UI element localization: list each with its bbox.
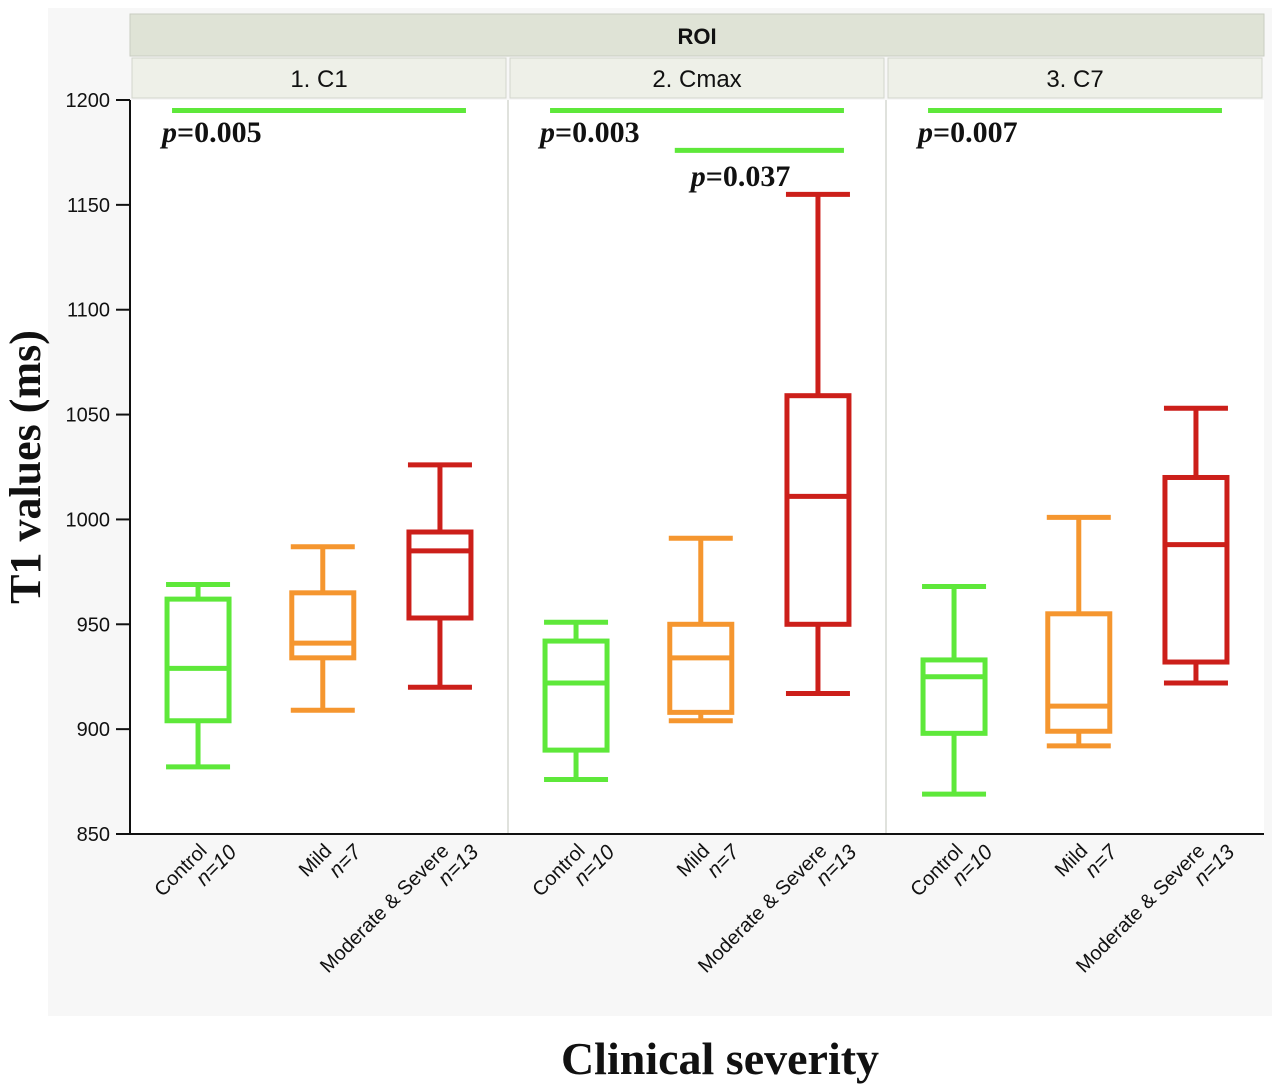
p-value: =0.007 [933, 116, 1018, 149]
box-iqr [784, 393, 852, 627]
box-iqr [289, 590, 357, 661]
box-moderate-severe [406, 462, 474, 690]
box-iqr [406, 529, 474, 621]
x-axis-title: Clinical severity [561, 1033, 879, 1084]
y-tick-label: 1050 [66, 405, 111, 427]
y-tick-label: 1100 [67, 300, 110, 322]
p-symbol: p [537, 116, 555, 149]
p-symbol: p [915, 116, 933, 149]
y-tick-label: 850 [77, 824, 110, 846]
y-tick-label: 1200 [66, 90, 111, 112]
y-tick-label: 1000 [66, 509, 111, 531]
box-control [542, 619, 610, 782]
facet-header-strip [129, 13, 1265, 57]
box-iqr [1162, 474, 1230, 665]
box-moderate-severe [784, 191, 852, 696]
p-value-label: p=0.037 [688, 160, 791, 193]
p-symbol: p [159, 116, 177, 149]
box-moderate-severe [1162, 405, 1230, 686]
box-mild [667, 535, 735, 724]
box-iqr [667, 621, 735, 715]
panel-title-strip [887, 57, 1263, 99]
facet-header-label: ROI [677, 24, 716, 49]
panel-title: 2. Cmax [652, 66, 741, 93]
y-tick-label: 950 [77, 614, 110, 636]
box-mild [289, 544, 357, 713]
p-value: =0.003 [555, 116, 640, 149]
box-iqr [164, 596, 232, 724]
panel-title-strip [509, 57, 885, 99]
box-control [920, 584, 988, 797]
p-value-label: p=0.005 [159, 116, 262, 149]
box-control [164, 581, 232, 770]
p-value: =0.005 [177, 116, 262, 149]
box-iqr [1045, 611, 1113, 734]
box-mild [1045, 514, 1113, 749]
y-tick-label: 1150 [67, 195, 110, 217]
p-value: =0.037 [706, 160, 791, 193]
p-value-label: p=0.003 [537, 116, 640, 149]
panel-title: 1. C1 [290, 66, 347, 93]
y-axis-title: T1 values (ms) [1, 330, 50, 604]
y-axis: 850 900 950 1000 1050 1100 1150 1200 [66, 90, 1264, 846]
y-tick-label: 900 [77, 719, 110, 741]
box-iqr [542, 638, 610, 753]
p-symbol: p [688, 160, 706, 193]
panel-title-strip [131, 57, 507, 99]
p-value-label: p=0.007 [915, 116, 1018, 149]
panel-title: 3. C7 [1046, 66, 1103, 93]
box-iqr [920, 657, 988, 736]
